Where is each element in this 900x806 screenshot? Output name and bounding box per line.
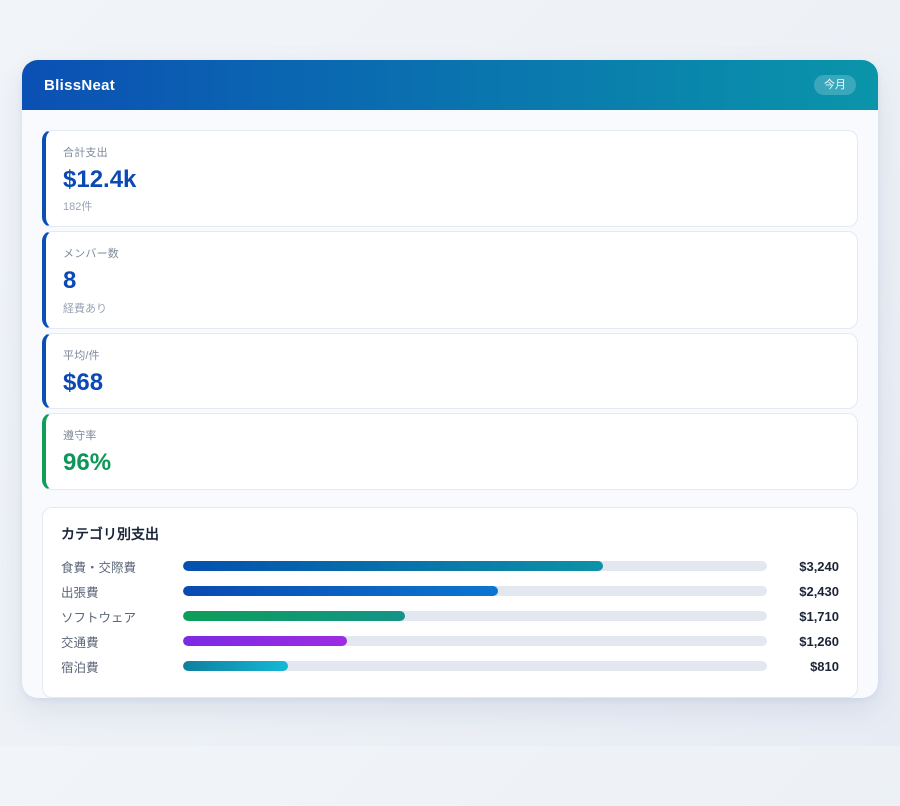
category-row: 交通費 $1,260	[61, 629, 839, 654]
category-label: ソフトウェア	[61, 607, 183, 626]
category-amount: $1,710	[777, 609, 839, 624]
category-row: ソフトウェア $1,710	[61, 604, 839, 629]
category-amount: $1,260	[777, 634, 839, 649]
stat-sublabel: 182件	[63, 198, 840, 214]
stats-section: 合計支出 $12.4k 182件 メンバー数 8 経費あり 平均/件 $68 遵…	[22, 110, 878, 490]
app-header: BlissNeat 今月	[22, 60, 878, 110]
stat-label: メンバー数	[63, 245, 840, 261]
category-row: 宿泊費 $810	[61, 654, 839, 679]
category-bar-fill	[183, 661, 288, 671]
app-panel: BlissNeat 今月 合計支出 $12.4k 182件 メンバー数 8 経費…	[22, 60, 878, 698]
category-label: 食費・交際費	[61, 557, 183, 576]
stat-label: 平均/件	[63, 347, 840, 363]
category-amount: $3,240	[777, 559, 839, 574]
category-label: 出張費	[61, 582, 183, 601]
category-bar-fill	[183, 586, 498, 596]
category-breakdown-card: カテゴリ別支出 食費・交際費 $3,240 出張費 $2,430 ソフトウェア …	[42, 507, 858, 698]
category-bar-track	[183, 636, 767, 646]
category-bar-track	[183, 611, 767, 621]
stat-card-average-per-item: 平均/件 $68	[42, 333, 858, 409]
app-title: BlissNeat	[44, 77, 115, 94]
category-row: 食費・交際費 $3,240	[61, 554, 839, 579]
period-badge[interactable]: 今月	[814, 75, 856, 95]
stat-card-member-count: メンバー数 8 経費あり	[42, 231, 858, 328]
stat-card-compliance-rate: 遵守率 96%	[42, 413, 858, 489]
stat-value: $68	[63, 370, 840, 396]
category-amount: $810	[777, 659, 839, 674]
category-breakdown-title: カテゴリ別支出	[61, 524, 839, 544]
category-amount: $2,430	[777, 584, 839, 599]
stat-card-total-spend: 合計支出 $12.4k 182件	[42, 130, 858, 227]
category-bar-track	[183, 561, 767, 571]
stat-label: 遵守率	[63, 427, 840, 443]
stat-sublabel: 経費あり	[63, 300, 840, 316]
category-bar-fill	[183, 636, 347, 646]
stat-label: 合計支出	[63, 144, 840, 160]
stat-value: 8	[63, 268, 840, 294]
category-bar-track	[183, 661, 767, 671]
stat-value: $12.4k	[63, 167, 840, 193]
stat-value: 96%	[63, 450, 840, 476]
category-label: 宿泊費	[61, 657, 183, 676]
category-row: 出張費 $2,430	[61, 579, 839, 604]
category-label: 交通費	[61, 632, 183, 651]
category-bar-fill	[183, 561, 603, 571]
category-bar-fill	[183, 611, 405, 621]
category-bar-track	[183, 586, 767, 596]
